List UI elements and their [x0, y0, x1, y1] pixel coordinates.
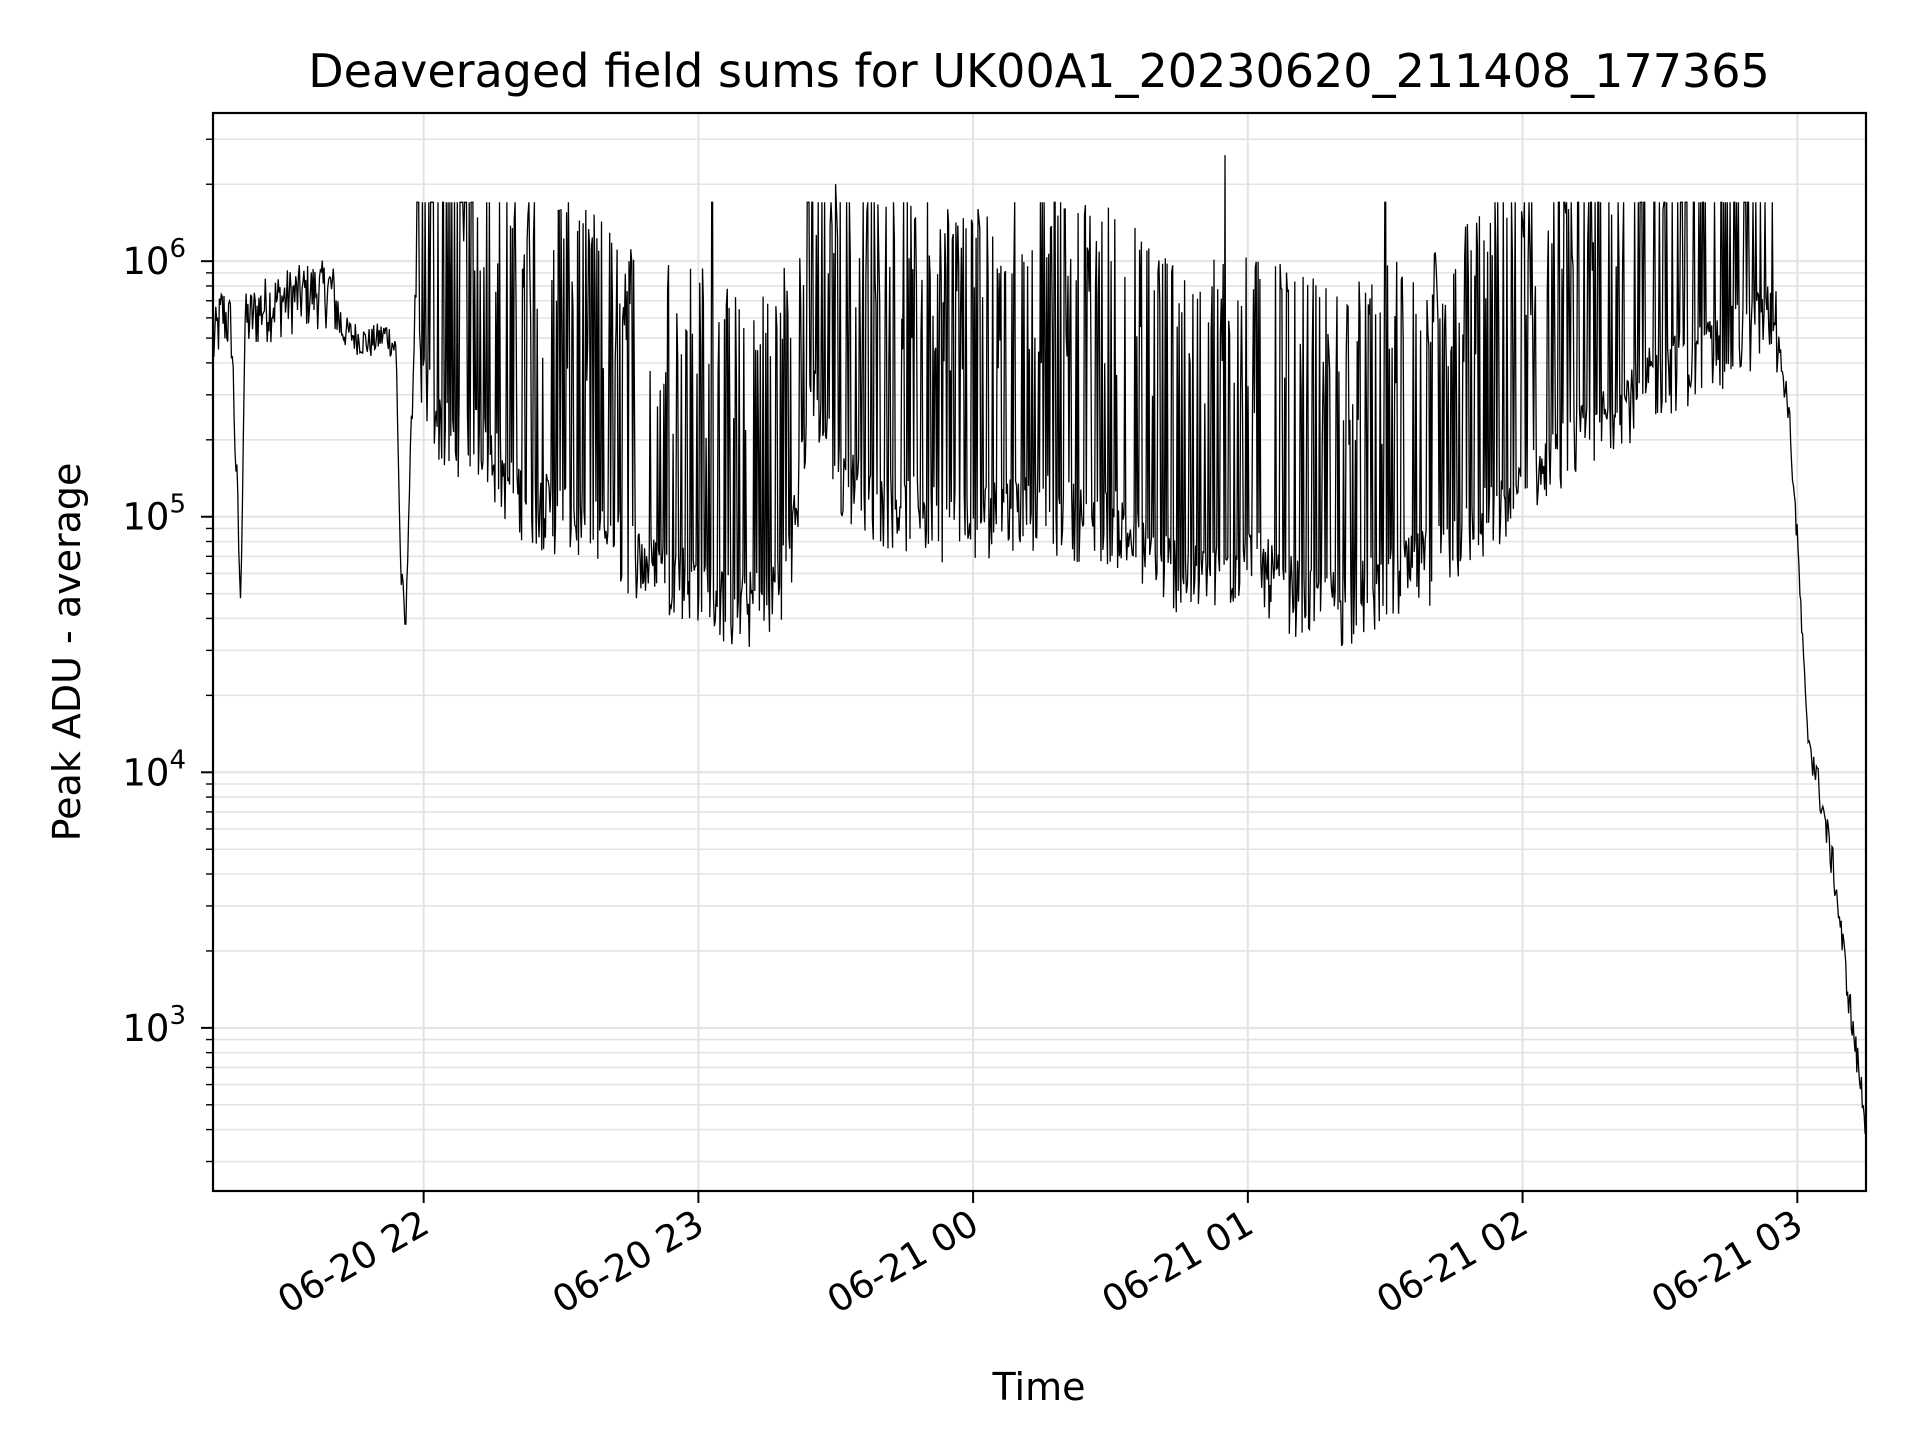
- x-tick-label: 06-20 23: [545, 1202, 711, 1322]
- y-tick-label: 104: [122, 745, 186, 794]
- y-tick-label: 106: [122, 234, 186, 283]
- grid: [213, 113, 1866, 1191]
- x-tick-label: 06-21 00: [820, 1202, 986, 1322]
- x-tick-label: 06-21 01: [1095, 1202, 1261, 1322]
- x-tick-label: 06-20 22: [271, 1202, 437, 1322]
- x-tick-label: 06-21 03: [1644, 1202, 1810, 1322]
- y-tick-label: 105: [122, 490, 186, 539]
- x-tick-label: 06-21 02: [1370, 1202, 1536, 1322]
- plot-area: [213, 155, 1866, 1134]
- plot-frame: [211, 111, 1868, 1193]
- y-axis-label: Peak ADU - average: [45, 463, 89, 842]
- y-tick-label: 103: [122, 1001, 186, 1050]
- x-axis-label: Time: [992, 1365, 1086, 1409]
- chart-title: Deaveraged field sums for UK00A1_2023062…: [308, 44, 1770, 98]
- data-series-line: [213, 155, 1866, 1134]
